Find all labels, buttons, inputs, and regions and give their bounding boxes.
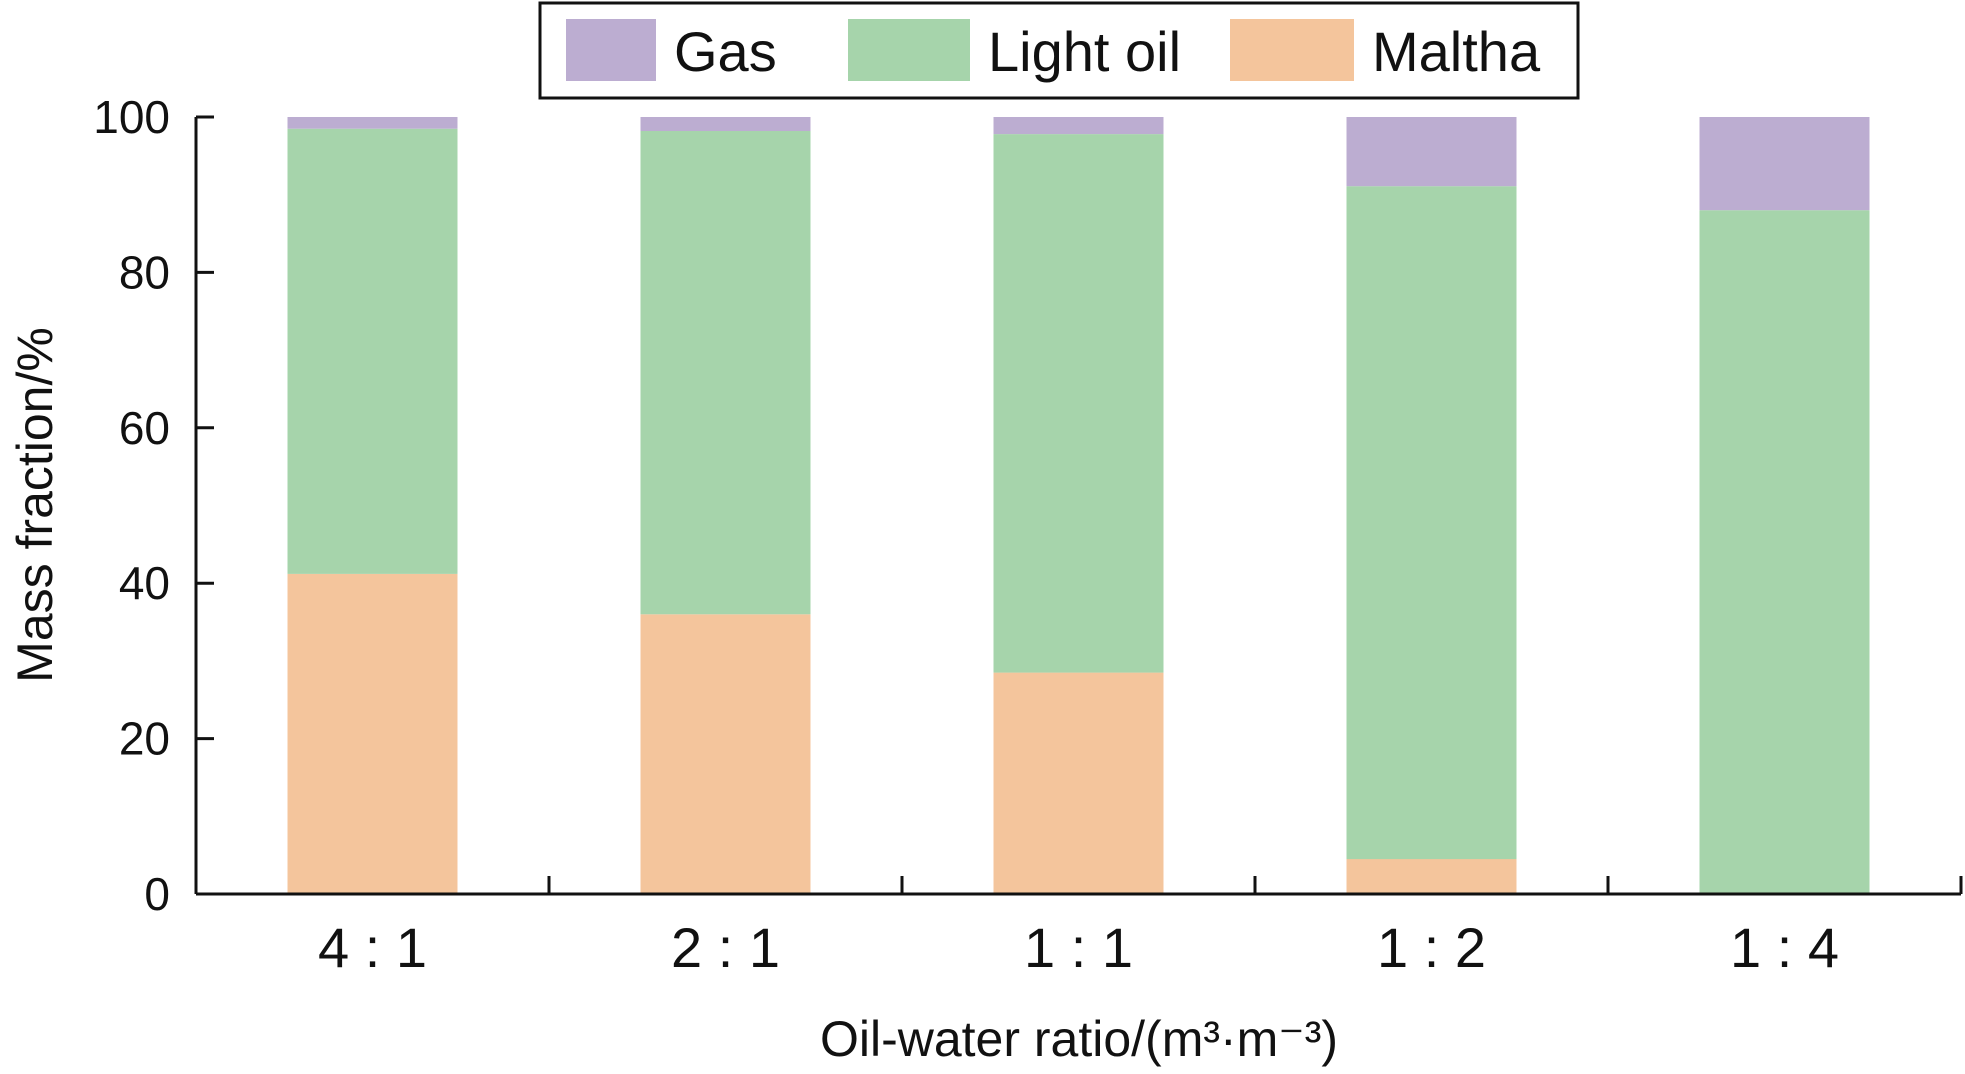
y-tick-label: 100 <box>93 91 170 143</box>
bar-segment-gas <box>993 117 1164 135</box>
y-tick-label: 40 <box>119 557 170 609</box>
y-tick-label: 60 <box>119 402 170 454</box>
bar-segment-light-oil <box>287 128 458 574</box>
x-category-labels: 4 : 1 2 : 1 1 : 1 1 : 2 1 : 4 <box>318 916 1839 979</box>
x-axis-title: Oil-water ratio/(m³·m⁻³) <box>820 1011 1338 1067</box>
x-category-label: 1 : 4 <box>1730 916 1839 979</box>
bar-segment-gas <box>1346 117 1517 187</box>
x-ticks-group <box>547 876 1963 894</box>
bar-segment-light-oil <box>993 134 1164 673</box>
y-tick-label: 0 <box>144 868 170 920</box>
legend-label-gas: Gas <box>674 20 777 83</box>
bar-segment-maltha <box>993 672 1164 894</box>
legend-swatch-gas <box>566 19 656 81</box>
bar-segment-gas <box>1699 117 1870 211</box>
legend-label-light-oil: Light oil <box>988 20 1181 83</box>
y-ticks-group: 0 20 40 60 80 100 <box>93 91 214 920</box>
legend-label-maltha: Maltha <box>1372 20 1541 83</box>
x-category-label: 1 : 1 <box>1024 916 1133 979</box>
bar-segment-light-oil <box>640 131 811 615</box>
y-tick-label: 20 <box>119 713 170 765</box>
bar-segment-gas <box>640 117 811 131</box>
bar-segment-light-oil <box>1699 210 1870 894</box>
axes-group <box>194 117 1961 896</box>
bar-segment-maltha <box>287 573 458 894</box>
y-tick-label: 80 <box>119 246 170 298</box>
bar-segment-gas <box>287 117 458 129</box>
bar-segment-maltha <box>1346 859 1517 894</box>
legend: Gas Light oil Maltha <box>538 1 1580 100</box>
legend-frame <box>538 1 1580 100</box>
x-category-label: 1 : 2 <box>1377 916 1486 979</box>
x-category-label: 2 : 1 <box>671 916 780 979</box>
legend-swatch-light-oil <box>848 19 970 81</box>
x-category-label: 4 : 1 <box>318 916 427 979</box>
legend-swatch-maltha <box>1230 19 1354 81</box>
bar-segment-light-oil <box>1346 186 1517 860</box>
bars-group <box>287 117 1870 894</box>
y-axis-title: Mass fraction/% <box>7 327 63 683</box>
bar-segment-maltha <box>640 614 811 894</box>
